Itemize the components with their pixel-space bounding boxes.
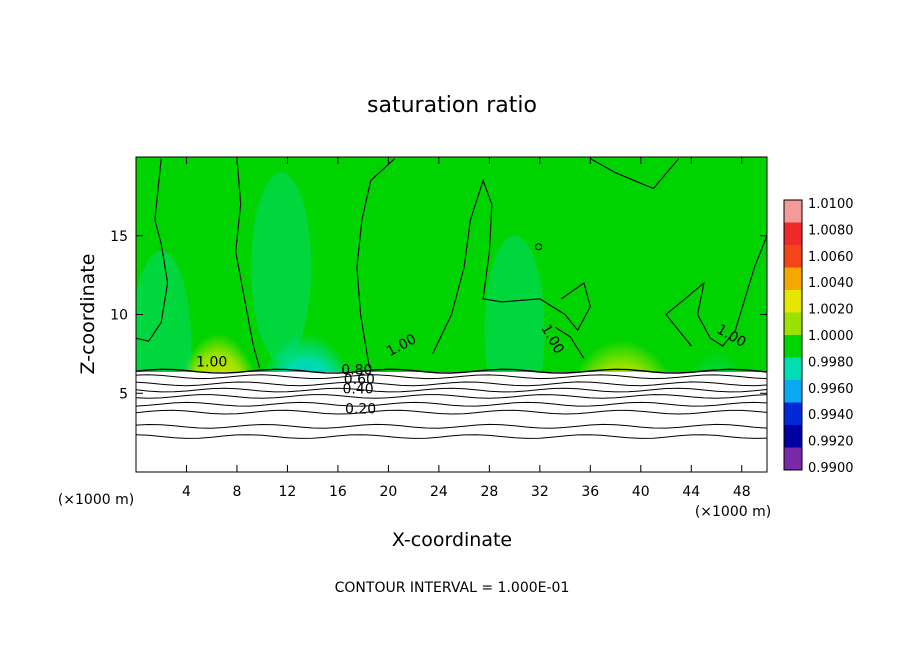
contour-line (136, 368, 767, 374)
colorbar-swatch (784, 245, 802, 268)
contour-line (136, 409, 767, 415)
y-tick-label: 15 (110, 229, 128, 245)
contour-line (356, 158, 396, 369)
contour-line (136, 387, 767, 393)
x-tick-label: 44 (682, 484, 700, 500)
x-tick-label: 12 (279, 484, 297, 500)
colorbar-swatch (784, 335, 802, 358)
contour-line (665, 235, 767, 347)
chart-title: saturation ratio (367, 93, 537, 118)
colorbar-swatch (784, 380, 802, 403)
contour-line (535, 243, 543, 251)
colorbar-label: 0.9960 (808, 382, 854, 397)
colorbar-label: 1.0100 (808, 197, 854, 212)
contour-line (590, 158, 680, 190)
contour-label: 0.80 (341, 362, 372, 378)
colorbar-swatch (784, 357, 802, 381)
x-tick-label: 36 (581, 484, 599, 500)
contour-line (136, 401, 767, 407)
colorbar-label: 0.9940 (808, 408, 854, 423)
y-tick-label: 5 (119, 386, 128, 402)
contour-line (235, 158, 261, 369)
colorbar-frame (783, 199, 803, 471)
y-axis: 5 10 15 (110, 229, 767, 402)
colorbar-label: 1.0000 (808, 329, 854, 344)
plot-area (136, 157, 767, 472)
x-unit-left: (×1000 m) (58, 492, 134, 508)
colorbar-label: 1.0080 (808, 223, 854, 238)
contour-labels: 1.00 0.800.600.400.201.00 1.00 1.00 (196, 322, 749, 418)
contour-line (136, 158, 169, 342)
contour-label: 0.60 (344, 372, 375, 388)
contour-label: 1.00 (196, 354, 227, 370)
field-anomaly (251, 172, 312, 363)
colorbar: 1.0100 1.0080 1.0060 1.0040 1.0020 1.0000 0.99… (783, 197, 854, 476)
x-axis: 4 8 12 16 20 24 28 32 36 40 44 48 (182, 157, 751, 500)
colorbar-swatch (784, 222, 802, 246)
dry-region-white (136, 372, 767, 472)
x-tick-label: 20 (379, 484, 397, 500)
contour-line (136, 423, 767, 429)
x-tick-label: 16 (329, 484, 347, 500)
colorbar-swatch (784, 312, 802, 336)
colorbar-label: 1.0040 (808, 276, 854, 291)
contour-line (136, 434, 767, 439)
x-tick-label: 32 (531, 484, 549, 500)
colorbar-label: 0.9920 (808, 435, 854, 450)
x-unit-right: (×1000 m) (695, 504, 771, 520)
x-tick-label: 4 (182, 484, 191, 500)
contour-label: 0.40 (343, 381, 374, 397)
contour-line (136, 381, 767, 387)
x-tick-label: 28 (480, 484, 498, 500)
x-tick-label: 40 (632, 484, 650, 500)
colorbar-swatch (784, 290, 802, 313)
contour-lines (136, 158, 767, 439)
x-axis-label: X-coordinate (392, 529, 512, 551)
contour-line (136, 394, 767, 399)
contour-line (432, 178, 591, 355)
colorbar-label: 1.0020 (808, 303, 854, 318)
colorbar-label: 0.9980 (808, 355, 854, 370)
colorbar-swatch (784, 402, 802, 426)
contour-label: 0.20 (345, 402, 376, 418)
contour-line (554, 326, 585, 359)
colorbar-swatch (784, 200, 802, 223)
x-tick-label: 48 (733, 484, 751, 500)
y-axis-label: Z-coordinate (77, 254, 99, 375)
colorbar-swatch (784, 447, 802, 471)
contour-line (136, 374, 767, 380)
x-tick-label: 24 (430, 484, 448, 500)
colorbar-label: 0.9900 (808, 461, 854, 476)
colorbar-swatch (784, 425, 802, 448)
colorbar-label: 1.0060 (808, 250, 854, 265)
contour-interval-note: CONTOUR INTERVAL = 1.000E-01 (335, 580, 570, 596)
x-tick-label: 8 (232, 484, 241, 500)
y-tick-label: 10 (110, 308, 128, 324)
colorbar-swatch (784, 267, 802, 291)
